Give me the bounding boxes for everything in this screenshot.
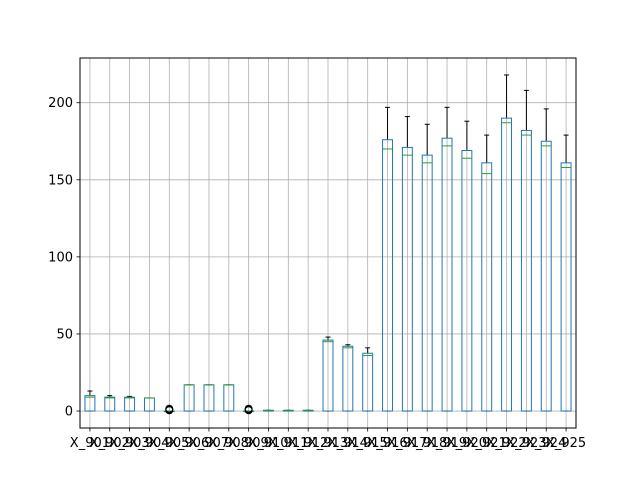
box-body <box>461 150 473 412</box>
x-tick-label: X_904 <box>129 436 169 451</box>
box-X_912 <box>302 409 314 412</box>
box-X_916 <box>382 106 393 412</box>
x-tick-label: X_905 <box>149 436 189 451</box>
x-tick-label: X_913 <box>308 436 348 451</box>
x-tick-label: X_910 <box>248 436 288 451</box>
box-body <box>104 396 116 412</box>
x-tick-label: X_909 <box>229 436 269 451</box>
x-tick-label: X_919 <box>427 436 467 451</box>
box-X_919 <box>441 106 453 412</box>
x-axis: X_901X_902X_903X_904X_905X_906X_907X_908… <box>70 428 586 451</box>
x-tick-label: X_918 <box>407 436 447 451</box>
box-X_903 <box>124 395 136 412</box>
flier-point <box>244 404 253 413</box>
box-X_921 <box>481 134 493 412</box>
box-X_924 <box>540 108 552 412</box>
box-X_915 <box>362 347 374 412</box>
x-tick-label: X_907 <box>189 436 229 451</box>
x-tick-label: X_908 <box>209 436 249 451</box>
y-tick-label: 50 <box>56 327 73 342</box>
box-body <box>322 339 334 412</box>
x-tick-label: X_911 <box>268 436 308 451</box>
x-tick-label: X_915 <box>348 436 388 451</box>
y-tick-label: 200 <box>48 96 73 111</box>
y-axis: 0 50 100 150 200 <box>48 96 80 420</box>
box-body <box>362 352 374 412</box>
x-tick-label: X_920 <box>447 436 487 451</box>
box-X_904 <box>143 397 155 412</box>
x-tick-label: X_914 <box>328 436 368 451</box>
box-X_923 <box>520 89 532 412</box>
box-X_901 <box>84 390 96 412</box>
box-X_905 <box>163 404 175 415</box>
x-tick-label: X_906 <box>169 436 209 451</box>
box-body <box>520 129 532 412</box>
x-tick-label: X_922 <box>486 436 526 451</box>
box-body <box>124 396 136 412</box>
x-tick-label: X_921 <box>467 436 507 451</box>
box-body <box>501 117 513 412</box>
box-X_918 <box>421 123 433 412</box>
box-X_911 <box>282 409 294 412</box>
x-tick-label: X_912 <box>288 436 328 451</box>
box-X_907 <box>203 384 215 412</box>
box-X_910 <box>263 409 274 412</box>
x-tick-label: X_917 <box>387 436 427 451</box>
y-tick-label: 0 <box>65 405 73 420</box>
y-tick-label: 100 <box>48 250 73 265</box>
box-body <box>84 395 96 412</box>
box-X_902 <box>104 395 116 412</box>
box-X_914 <box>342 344 354 412</box>
box-body <box>342 345 354 412</box>
box-X_906 <box>183 384 195 412</box>
box-body <box>560 162 572 412</box>
flier-point <box>165 404 174 413</box>
box-body <box>401 146 413 412</box>
box-X_909 <box>243 404 255 415</box>
x-tick-label: X_902 <box>90 436 130 451</box>
box-X_922 <box>501 74 513 412</box>
box-X_913 <box>322 336 334 412</box>
x-tick-label: X_924 <box>526 436 566 451</box>
box-X_917 <box>401 116 413 412</box>
x-tick-label: X_916 <box>367 436 407 451</box>
y-tick-label: 150 <box>48 173 73 188</box>
x-tick-label: X_903 <box>109 436 149 451</box>
boxes-group <box>84 74 572 415</box>
box-X_920 <box>461 120 473 412</box>
box-body <box>382 139 393 412</box>
x-tick-label: X_901 <box>70 436 110 451</box>
grid-lines <box>80 58 576 428</box>
box-body <box>540 140 552 412</box>
box-body <box>441 137 453 412</box>
x-tick-label: X_923 <box>506 436 546 451</box>
box-body <box>421 154 433 412</box>
x-tick-label: X_925 <box>546 436 586 451</box>
box-X_925 <box>560 134 572 412</box>
box-body <box>481 162 493 412</box>
box-X_908 <box>223 384 235 412</box>
